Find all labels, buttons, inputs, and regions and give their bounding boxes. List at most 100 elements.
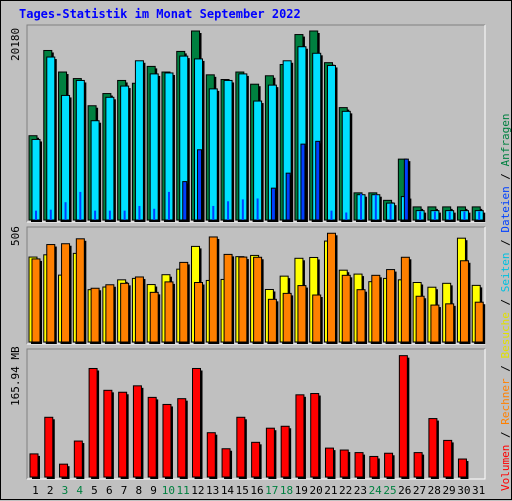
bar-dateien	[153, 208, 156, 220]
bar-seiten	[31, 138, 41, 221]
bar-dateien	[64, 202, 67, 220]
bar-volumen	[103, 389, 113, 478]
bar-dateien	[419, 211, 422, 220]
bar-rechner	[61, 243, 71, 343]
bar-rechner	[356, 289, 366, 343]
bar-rechner	[474, 301, 484, 343]
bar-volumen	[251, 441, 261, 478]
bar-dateien	[403, 158, 409, 221]
bar-volumen	[132, 385, 142, 478]
bar-dateien	[79, 191, 82, 220]
bar-volumen	[384, 452, 394, 478]
panel-2-border-dark	[26, 348, 485, 479]
bar-rechner	[386, 269, 396, 343]
bar-seiten	[326, 64, 336, 221]
bar-dateien	[49, 209, 52, 220]
x-tick-label: 18	[280, 484, 293, 497]
bar-volumen	[206, 432, 216, 478]
legend-rechner: Rechner	[499, 378, 512, 425]
y-tick-label: 20180	[9, 28, 22, 61]
y-tick-label: 506	[9, 226, 22, 246]
bar-volumen	[88, 367, 98, 478]
bar-dateien	[138, 205, 141, 220]
bar-volumen	[162, 403, 172, 478]
chart-title: Tages-Statistik im Monat September 2022	[19, 7, 301, 21]
bar-dateien	[300, 143, 306, 221]
bar-dateien	[345, 212, 348, 220]
bar-dateien	[360, 193, 363, 220]
x-tick-label: 15	[236, 484, 249, 497]
x-tick-label: 23	[354, 484, 367, 497]
bar-volumen	[147, 396, 157, 478]
bar-volumen	[236, 416, 246, 478]
x-tick-labels: 1 2 3 4 5 6 7 8 9 10 11 12 13 14 15 16 17 18 19 20 21 22 23 24 2…	[32, 484, 485, 497]
bar-volumen	[177, 398, 187, 478]
bar-rechner	[238, 256, 248, 343]
bar-volumen	[295, 394, 305, 478]
bar-dateien	[389, 204, 392, 220]
bar-volumen	[457, 458, 467, 478]
x-tick-label: 21	[324, 484, 337, 497]
x-tick-label: 12	[191, 484, 204, 497]
x-tick-label: 25	[383, 484, 396, 497]
bar-seiten	[149, 73, 159, 221]
legend-dateien: Dateien	[499, 186, 512, 233]
bar-volumen	[443, 439, 453, 478]
legend-seiten: Seiten	[499, 252, 512, 293]
bar-volumen	[354, 452, 364, 478]
bar-dateien	[463, 211, 466, 220]
x-tick-label: 27	[413, 484, 426, 497]
x-tick-label: 30	[457, 484, 470, 497]
bar-dateien	[108, 210, 111, 220]
x-tick-label: 29	[442, 484, 455, 497]
bar-rechner	[149, 291, 159, 343]
bar-volumen	[310, 393, 320, 478]
side-legend: Volumen / Rechner / Besuche / Seiten / D…	[487, 29, 512, 491]
bar-dateien	[94, 210, 97, 220]
panel-2-border-light	[27, 349, 486, 480]
bar-rechner	[341, 274, 351, 343]
x-tick-label: 5	[91, 484, 98, 497]
bar-rechner	[134, 276, 144, 343]
bar-rechner	[90, 287, 100, 343]
bar-volumen	[339, 449, 349, 478]
bar-volumen	[192, 367, 202, 478]
bar-rechner	[120, 282, 130, 343]
bar-volumen	[398, 355, 408, 478]
bar-rechner	[31, 258, 41, 343]
bar-volumen	[44, 416, 54, 478]
x-tick-label: 31	[472, 484, 485, 497]
x-tick-label: 19	[295, 484, 308, 497]
bar-seiten	[61, 94, 71, 221]
legend-separator: /	[499, 166, 512, 187]
bar-dateien	[256, 198, 259, 220]
y-tick-labels: 20180 506 165.94 MB	[9, 28, 22, 406]
bar-rechner	[326, 232, 336, 343]
x-tick-label: 20	[309, 484, 322, 497]
x-tick-label: 22	[339, 484, 352, 497]
x-tick-label: 6	[106, 484, 113, 497]
bar-rechner	[267, 298, 277, 343]
bottom-panel-bars	[29, 355, 469, 479]
bar-rechner	[445, 303, 455, 343]
bar-volumen	[118, 391, 128, 478]
bar-volumen	[221, 448, 231, 478]
bar-volumen	[413, 452, 423, 478]
bar-dateien	[433, 211, 436, 220]
bar-rechner	[297, 285, 307, 343]
bar-dateien	[35, 210, 37, 220]
bar-rechner	[179, 261, 189, 343]
bar-seiten	[223, 79, 233, 221]
bar-rechner	[282, 292, 292, 343]
legend-besuche: Besuche	[499, 312, 512, 359]
x-tick-label: 1	[32, 484, 39, 497]
bar-rechner	[46, 244, 56, 343]
bar-dateien	[478, 211, 481, 220]
bar-volumen	[73, 440, 83, 478]
x-tick-label: 24	[369, 484, 383, 497]
bar-rechner	[312, 294, 322, 343]
bar-seiten	[134, 60, 144, 221]
x-tick-label: 13	[206, 484, 219, 497]
y-tick-label: 165.94 MB	[9, 346, 22, 406]
